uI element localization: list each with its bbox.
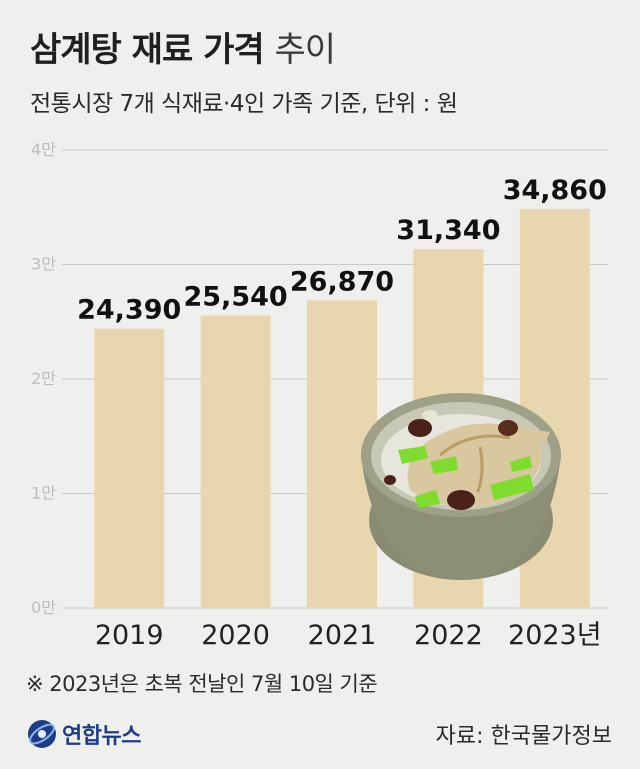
- samgyetang-bowl-illustration: [361, 393, 561, 580]
- brand-name: 연합뉴스: [62, 724, 141, 749]
- y-tick-label: 1만: [31, 484, 56, 503]
- x-axis-ticks: 2019 2020 2021 2022 2023년: [95, 620, 602, 651]
- chart-title: 삼계탕 재료 가격 추이: [30, 22, 336, 71]
- bar: [200, 315, 271, 608]
- y-tick-label: 4만: [31, 140, 56, 159]
- title-light: 추이: [274, 30, 336, 70]
- title-bold: 삼계탕 재료 가격: [30, 30, 265, 70]
- data-label: 34,860: [503, 175, 607, 206]
- data-label: 26,870: [290, 266, 394, 297]
- x-tick-label: 2020: [201, 620, 270, 651]
- brand-logo: 연합뉴스: [26, 716, 141, 752]
- chart-subtitle: 전통시장 7개 식재료·4인 가족 기준, 단위 : 원: [30, 91, 458, 117]
- y-tick-label: 0만: [31, 598, 56, 617]
- source-credit: 자료: 한국물가정보: [435, 724, 612, 749]
- x-tick-label: 2021: [308, 620, 377, 651]
- data-label: 24,390: [77, 295, 181, 326]
- x-tick-label: 2022: [414, 620, 483, 651]
- bar-chart: 0만 1만 2만 3만 4만 24,390 25,540 26,87031,34034,86…: [31, 140, 608, 651]
- data-label: 25,540: [183, 282, 287, 313]
- data-label: 31,340: [396, 215, 500, 246]
- bar: [94, 328, 165, 608]
- x-tick-label: 2019: [95, 620, 164, 651]
- y-tick-label: 3만: [31, 255, 56, 274]
- y-tick-label: 2만: [31, 369, 56, 388]
- bars: [94, 208, 590, 609]
- x-tick-label: 2023년: [508, 620, 602, 651]
- yonhap-logo-icon: [28, 720, 56, 748]
- footnote: ※ 2023년은 초복 전날인 7월 10일 기준: [26, 672, 378, 696]
